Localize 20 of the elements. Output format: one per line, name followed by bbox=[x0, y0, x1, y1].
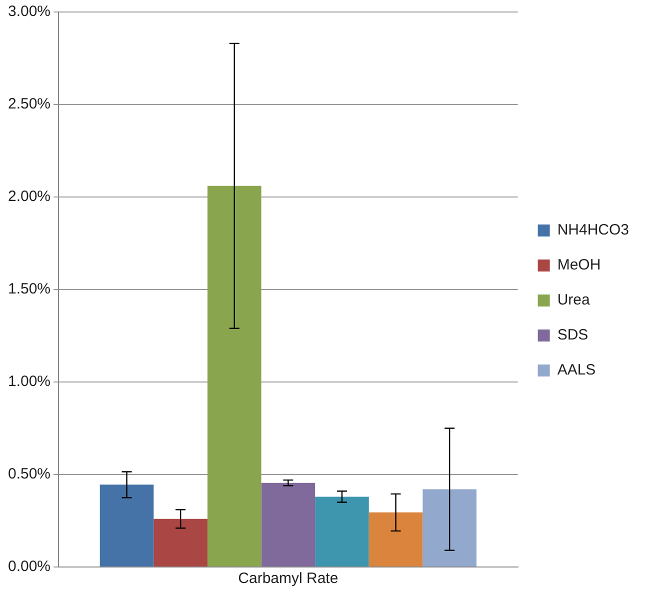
legend-label: NH4HCO3 bbox=[557, 222, 630, 239]
y-tick-label: 2.00% bbox=[8, 188, 51, 206]
legend-label: Urea bbox=[557, 292, 590, 309]
legend-label: SDS bbox=[557, 326, 588, 344]
bar bbox=[154, 518, 208, 566]
y-tick-label: 0.50% bbox=[8, 466, 51, 483]
y-tick-label: 0.00% bbox=[8, 558, 51, 576]
legend-label: AALS bbox=[557, 362, 596, 379]
bar bbox=[368, 512, 423, 566]
legend-label: MeOH bbox=[557, 256, 601, 274]
bar bbox=[261, 482, 316, 566]
bar bbox=[207, 186, 262, 566]
y-tick-label: 3.00% bbox=[8, 3, 51, 20]
bar bbox=[422, 489, 476, 566]
bar bbox=[100, 484, 154, 566]
y-tick-label: 2.50% bbox=[8, 96, 51, 113]
y-tick-label: 1.00% bbox=[8, 373, 51, 390]
x-tick-label: Carbamyl Rate bbox=[238, 570, 338, 588]
bar bbox=[315, 496, 369, 566]
y-tick-label: 1.50% bbox=[8, 280, 51, 298]
